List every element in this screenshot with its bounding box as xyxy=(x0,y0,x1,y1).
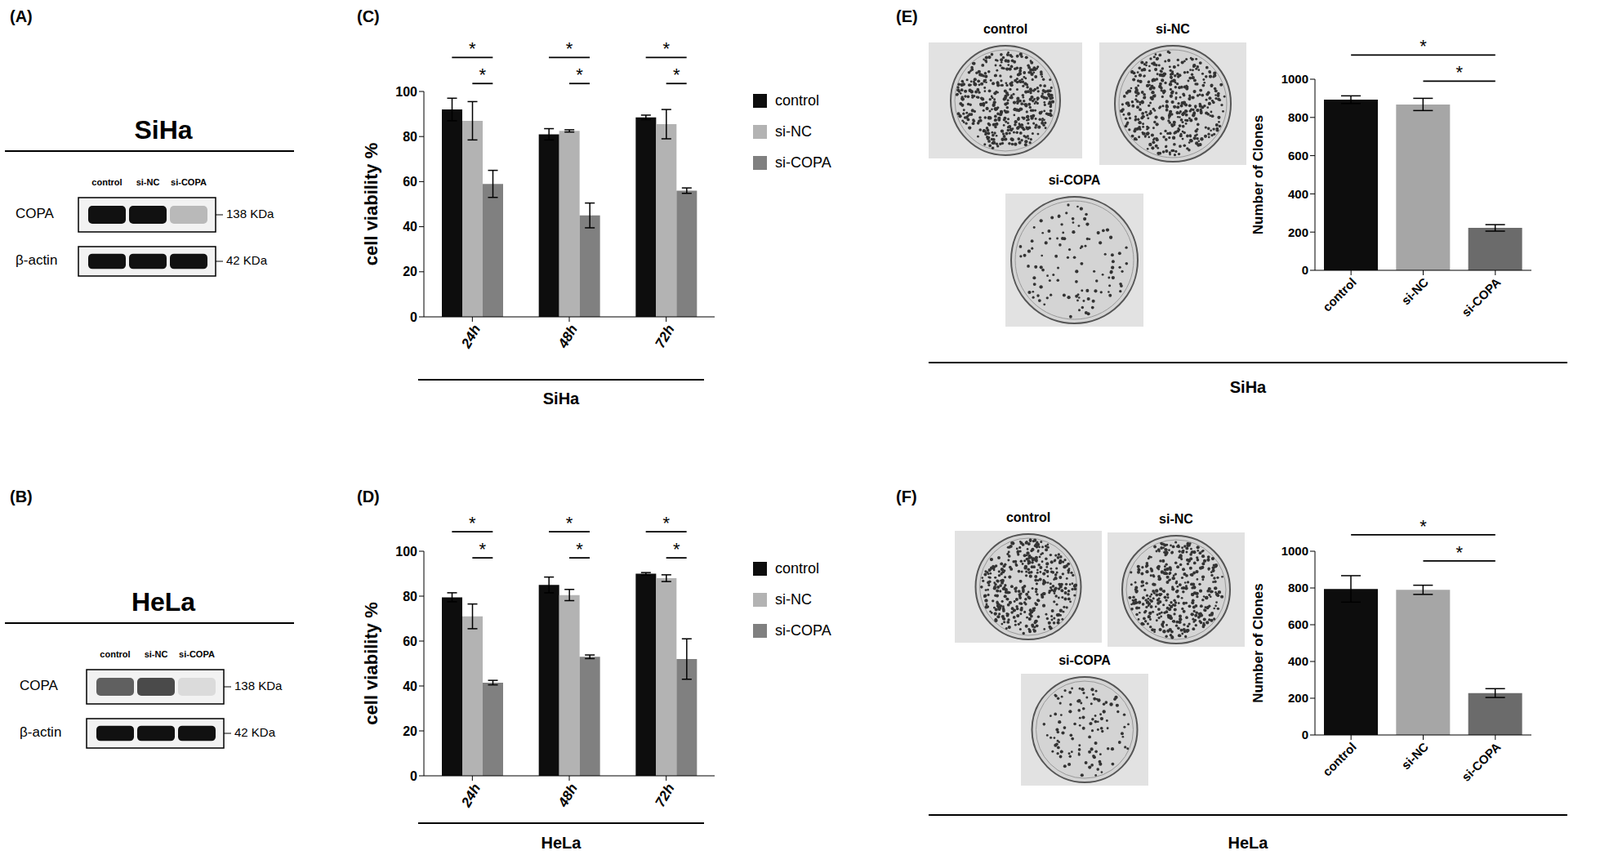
svg-text:si-NC: si-NC xyxy=(775,591,812,608)
svg-text:1000: 1000 xyxy=(1281,543,1309,558)
svg-text:*: * xyxy=(575,539,584,560)
svg-text:Number of Clones: Number of Clones xyxy=(1250,583,1266,703)
svg-text:si-COPA: si-COPA xyxy=(775,154,832,171)
svg-text:40: 40 xyxy=(402,219,418,234)
svg-text:*: * xyxy=(1455,62,1463,83)
svg-text:*: * xyxy=(1419,35,1427,57)
svg-text:HeLa: HeLa xyxy=(1228,833,1270,852)
svg-text:(D): (D) xyxy=(356,487,380,506)
svg-text:48h: 48h xyxy=(554,781,581,812)
svg-text:si-COPA: si-COPA xyxy=(1458,739,1503,785)
svg-text:*: * xyxy=(479,539,487,560)
svg-text:600: 600 xyxy=(1288,617,1309,632)
svg-text:COPA: COPA xyxy=(19,677,59,694)
svg-text:(B): (B) xyxy=(9,487,33,506)
svg-text:0: 0 xyxy=(1301,727,1309,742)
svg-text:si-NC: si-NC xyxy=(144,649,169,660)
svg-text:control: control xyxy=(1319,739,1360,780)
svg-text:138 KDa: 138 KDa xyxy=(234,678,283,693)
svg-text:HeLa: HeLa xyxy=(131,587,196,617)
svg-text:si-COPA: si-COPA xyxy=(1458,275,1503,320)
svg-text:SiHa: SiHa xyxy=(543,389,580,408)
svg-text:si-NC: si-NC xyxy=(775,123,812,140)
svg-text:0: 0 xyxy=(410,310,418,325)
svg-text:control: control xyxy=(99,649,130,660)
svg-text:72h: 72h xyxy=(651,322,678,352)
svg-text:cell viability %: cell viability % xyxy=(361,142,382,266)
svg-text:si-NC: si-NC xyxy=(1398,739,1431,773)
svg-text:*: * xyxy=(566,38,574,59)
svg-text:*: * xyxy=(468,512,477,534)
svg-text:200: 200 xyxy=(1288,225,1309,240)
svg-text:HeLa: HeLa xyxy=(541,833,583,852)
svg-text:si-NC: si-NC xyxy=(136,177,161,188)
svg-text:β-actin: β-actin xyxy=(15,252,58,268)
svg-text:60: 60 xyxy=(402,174,418,189)
svg-text:*: * xyxy=(662,38,670,59)
svg-text:80: 80 xyxy=(402,129,418,144)
svg-text:20: 20 xyxy=(402,724,418,739)
svg-text:si-COPA: si-COPA xyxy=(178,649,215,660)
svg-text:24h: 24h xyxy=(458,322,485,353)
svg-text:*: * xyxy=(575,64,584,85)
svg-text:β-actin: β-actin xyxy=(19,724,62,740)
svg-text:control: control xyxy=(1319,275,1360,315)
svg-text:200: 200 xyxy=(1288,690,1309,705)
svg-text:72h: 72h xyxy=(651,781,678,811)
svg-text:1000: 1000 xyxy=(1281,71,1309,86)
svg-text:si-NC: si-NC xyxy=(1155,22,1190,36)
svg-text:0: 0 xyxy=(1301,262,1309,277)
svg-text:COPA: COPA xyxy=(15,205,55,222)
svg-text:*: * xyxy=(1455,542,1463,563)
svg-text:80: 80 xyxy=(402,589,418,604)
svg-text:48h: 48h xyxy=(554,322,581,353)
svg-text:control: control xyxy=(775,560,820,577)
svg-text:si-COPA: si-COPA xyxy=(170,177,207,188)
svg-text:42 KDa: 42 KDa xyxy=(234,725,277,740)
svg-text:0: 0 xyxy=(410,769,418,784)
svg-text:42 KDa: 42 KDa xyxy=(226,253,268,268)
svg-text:400: 400 xyxy=(1288,187,1309,201)
svg-text:control: control xyxy=(983,22,1028,36)
svg-text:*: * xyxy=(1419,516,1427,537)
svg-text:100: 100 xyxy=(395,84,418,99)
svg-text:control: control xyxy=(775,92,820,109)
svg-text:SiHa: SiHa xyxy=(133,115,192,145)
svg-text:*: * xyxy=(479,64,487,85)
svg-text:(F): (F) xyxy=(895,487,918,506)
svg-text:si-NC: si-NC xyxy=(1398,275,1431,308)
svg-text:si-COPA: si-COPA xyxy=(1058,653,1111,668)
svg-text:*: * xyxy=(672,539,681,560)
svg-text:20: 20 xyxy=(402,264,418,279)
svg-text:(A): (A) xyxy=(9,7,33,26)
svg-text:800: 800 xyxy=(1288,110,1309,125)
svg-text:138 KDa: 138 KDa xyxy=(226,206,275,221)
svg-text:40: 40 xyxy=(402,679,418,694)
svg-text:400: 400 xyxy=(1288,654,1309,669)
svg-text:60: 60 xyxy=(402,634,418,649)
svg-text:si-NC: si-NC xyxy=(1158,512,1194,526)
svg-text:SiHa: SiHa xyxy=(1230,378,1267,397)
svg-text:si-COPA: si-COPA xyxy=(1048,173,1101,188)
svg-text:(E): (E) xyxy=(895,7,919,26)
svg-text:cell viability %: cell viability % xyxy=(361,601,382,725)
svg-text:100: 100 xyxy=(395,544,418,559)
svg-text:600: 600 xyxy=(1288,148,1309,163)
svg-text:*: * xyxy=(672,64,681,85)
svg-text:control: control xyxy=(1006,510,1051,525)
svg-text:control: control xyxy=(91,177,122,188)
svg-text:*: * xyxy=(662,512,670,534)
svg-text:*: * xyxy=(468,38,477,59)
svg-text:800: 800 xyxy=(1288,580,1309,595)
svg-text:*: * xyxy=(566,512,574,534)
svg-text:Number of Clones: Number of Clones xyxy=(1250,115,1266,235)
svg-text:(C): (C) xyxy=(356,7,380,26)
svg-text:24h: 24h xyxy=(458,781,485,812)
svg-text:si-COPA: si-COPA xyxy=(775,622,832,639)
